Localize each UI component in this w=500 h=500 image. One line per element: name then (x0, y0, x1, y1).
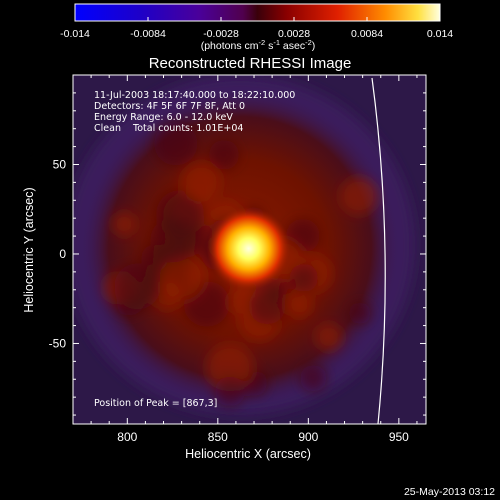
halo-texture-blob (114, 263, 161, 310)
plot-frame (72, 74, 427, 425)
halo-texture (103, 122, 378, 407)
annotation-detectors: Detectors: 4F 5F 6F 7F 8F, Att 0 (94, 101, 245, 112)
colorbar (74, 3, 441, 22)
colorbar-ticks: -0.014 -0.0084 -0.0028 0.0028 0.0084 0.014 (60, 17, 453, 40)
halo-texture-blob (286, 291, 313, 318)
colorbar-tick-label: -0.0028 (203, 28, 239, 40)
peak-position-label: Position of Peak = [867,3] (94, 398, 217, 409)
halo-texture-blob (208, 139, 240, 170)
halo-texture-blob (150, 217, 196, 263)
y-axis-label: Heliocentric Y (arcsec) (22, 187, 36, 312)
x-axis-label: Heliocentric X (arcsec) (185, 447, 311, 461)
x-tick-label: 850 (208, 430, 228, 444)
halo-texture-blob (214, 376, 245, 407)
timestamp: 25-May-2013 03:12 (404, 486, 495, 498)
x-axis-ticks: 800 850 900 950 (90, 75, 418, 444)
y-tick-label: -50 (49, 336, 67, 350)
halo-texture-blob (206, 343, 254, 392)
halo-texture-blob (154, 122, 198, 166)
chart-title: Reconstructed RHESSI Image (149, 55, 352, 72)
halo-texture-blob (348, 302, 371, 325)
y-axis-ticks: -50 0 50 (49, 92, 426, 416)
halo-texture-blob (159, 254, 205, 301)
annotation-counts: Clean Total counts: 1.01E+04 (94, 123, 243, 134)
colorbar-tick-label: 0.014 (427, 28, 453, 40)
colorbar-tick-label: 0.0084 (351, 28, 383, 40)
colorbar-tick-label: -0.0084 (130, 28, 166, 40)
x-tick-label: 800 (117, 430, 137, 444)
y-tick-label: 0 (59, 247, 66, 261)
halo-texture-blob (289, 263, 319, 293)
halo-texture-blob (300, 365, 327, 392)
emission-source (206, 206, 291, 291)
halo-texture-blob (248, 287, 286, 325)
x-tick-label: 950 (389, 430, 409, 444)
halo-texture-blob (112, 211, 137, 237)
annotation-time: 11-Jul-2003 18:17:40.000 to 18:22:10.000 (94, 90, 295, 101)
solar-limb (371, 77, 386, 424)
colorbar-tick-label: -0.014 (60, 28, 90, 40)
halo-texture-blob (315, 323, 343, 351)
y-tick-label: 50 (53, 157, 67, 171)
colorbar-tick-label: 0.0028 (278, 28, 310, 40)
x-tick-label: 900 (298, 430, 318, 444)
halo-texture-blob (339, 177, 378, 215)
halo-texture-blob (181, 163, 221, 203)
colorbar-unit-label: (photons cm-2 s-1 asec-2) (201, 38, 316, 52)
annotation-energy: Energy Range: 6.0 - 12.0 keV (94, 112, 233, 123)
image-area (73, 75, 426, 424)
